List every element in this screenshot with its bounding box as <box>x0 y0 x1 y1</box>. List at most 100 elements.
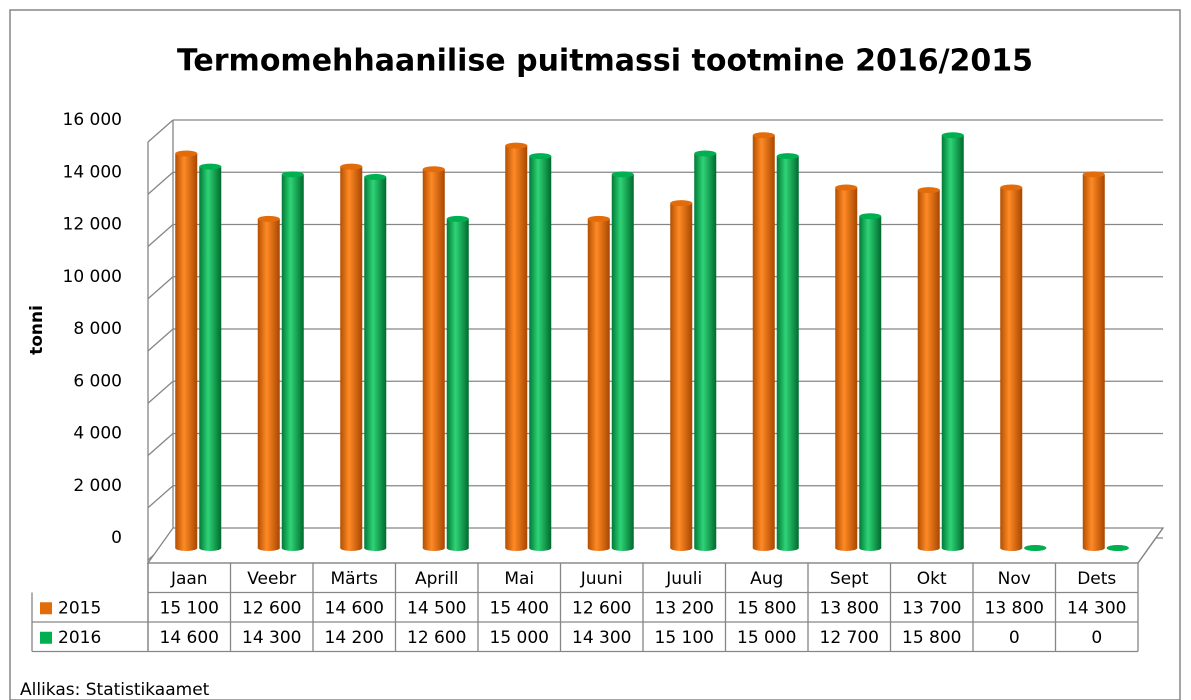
bar-top <box>670 200 693 207</box>
x-tick-label: Märts <box>330 569 378 589</box>
x-tick-label: Jaan <box>170 569 208 589</box>
table-value: 13 700 <box>902 598 961 618</box>
bar <box>505 145 528 549</box>
y-tick-label: 14 000 <box>63 162 122 182</box>
table-value: 14 500 <box>407 598 466 618</box>
bar-base <box>281 545 304 551</box>
bar-base <box>670 545 693 551</box>
bar-base <box>859 545 882 551</box>
x-tick-label: Aprill <box>415 569 459 589</box>
bar-top <box>340 163 363 170</box>
table-value: 15 000 <box>737 628 796 648</box>
bar-top <box>917 187 940 194</box>
bar-base <box>422 545 445 551</box>
bar-top <box>1000 184 1023 191</box>
grid-line-side <box>147 328 174 352</box>
bar <box>941 135 964 548</box>
table-value: 14 200 <box>325 628 384 648</box>
bar-base <box>529 545 552 551</box>
x-tick-label: Mai <box>504 569 534 589</box>
y-tick-label: 10 000 <box>63 267 122 287</box>
chart-title: Termomehhaanilise puitmassi tootmine 201… <box>177 44 1033 79</box>
table-value: 0 <box>1091 628 1102 648</box>
table-value: 14 300 <box>242 628 301 648</box>
bar <box>859 216 882 548</box>
bar-base <box>694 545 717 551</box>
bar <box>611 174 634 548</box>
legend-label: 2016 <box>58 628 101 648</box>
grid-line-side <box>147 380 174 404</box>
bar <box>281 174 304 548</box>
bar-base <box>611 545 634 551</box>
table-value: 13 800 <box>820 598 879 618</box>
bar-top <box>694 150 717 157</box>
bar-top <box>446 215 469 222</box>
bar-base <box>776 545 799 551</box>
bar <box>694 153 717 548</box>
grid-line-side <box>147 119 174 143</box>
table-value: 12 700 <box>820 628 879 648</box>
grid-line-side <box>147 224 174 247</box>
y-tick-label: 16 000 <box>63 110 122 130</box>
bar <box>1082 174 1105 548</box>
table-value: 13 800 <box>985 598 1044 618</box>
floor-edge <box>1137 527 1164 564</box>
x-tick-label: Juuni <box>580 569 623 589</box>
table-value: 14 600 <box>325 598 384 618</box>
bar-base <box>446 545 469 551</box>
y-tick-label: 12 000 <box>63 215 122 235</box>
bar-top <box>422 166 445 173</box>
bar-base <box>364 545 387 551</box>
bar-base <box>752 545 775 551</box>
bar <box>752 135 775 548</box>
bar-base <box>505 545 528 551</box>
bar-base <box>199 545 222 551</box>
bar-base <box>587 545 610 551</box>
bar-top <box>281 171 304 178</box>
bar-base <box>941 545 964 551</box>
bar-top <box>199 163 222 170</box>
bar <box>175 153 198 548</box>
bar <box>835 187 858 548</box>
bar-top <box>752 132 775 139</box>
bar-top <box>859 213 882 220</box>
bar <box>422 169 445 548</box>
x-tick-label: Nov <box>998 569 1031 589</box>
table-value: 15 100 <box>160 598 219 618</box>
bar-top <box>175 150 198 157</box>
bar <box>1000 187 1023 548</box>
y-tick-label: 0 <box>111 528 122 548</box>
legend-swatch <box>40 631 52 644</box>
bar-top <box>835 184 858 191</box>
bar <box>670 203 693 548</box>
bar-base <box>1082 545 1105 551</box>
grid-line-side <box>147 171 174 195</box>
x-tick-label: Veebr <box>247 569 296 589</box>
bar-top <box>505 142 528 149</box>
grid-line-side <box>147 276 174 300</box>
bar-top <box>587 215 610 222</box>
bar-base <box>340 545 363 551</box>
grid-line-side <box>147 485 174 509</box>
x-tick-label: Aug <box>750 569 783 589</box>
bar-base <box>917 545 940 551</box>
bar-top <box>1024 545 1047 551</box>
bar-top <box>611 171 634 178</box>
y-tick-label: 2 000 <box>73 476 122 496</box>
bar-top <box>257 215 280 222</box>
bar-top <box>1106 545 1129 551</box>
table-value: 15 000 <box>490 628 549 648</box>
grid-line-side <box>147 433 174 456</box>
bar <box>587 218 610 548</box>
legend-swatch <box>40 602 52 615</box>
table-value: 13 200 <box>655 598 714 618</box>
table-value: 12 600 <box>242 598 301 618</box>
table-value: 0 <box>1009 628 1020 648</box>
bar-top <box>1082 171 1105 178</box>
y-tick-label: 4 000 <box>73 424 122 444</box>
table-value: 15 800 <box>737 598 796 618</box>
bar-top <box>529 153 552 160</box>
table-value: 12 600 <box>407 628 466 648</box>
y-axis-label: tonni <box>27 305 47 355</box>
